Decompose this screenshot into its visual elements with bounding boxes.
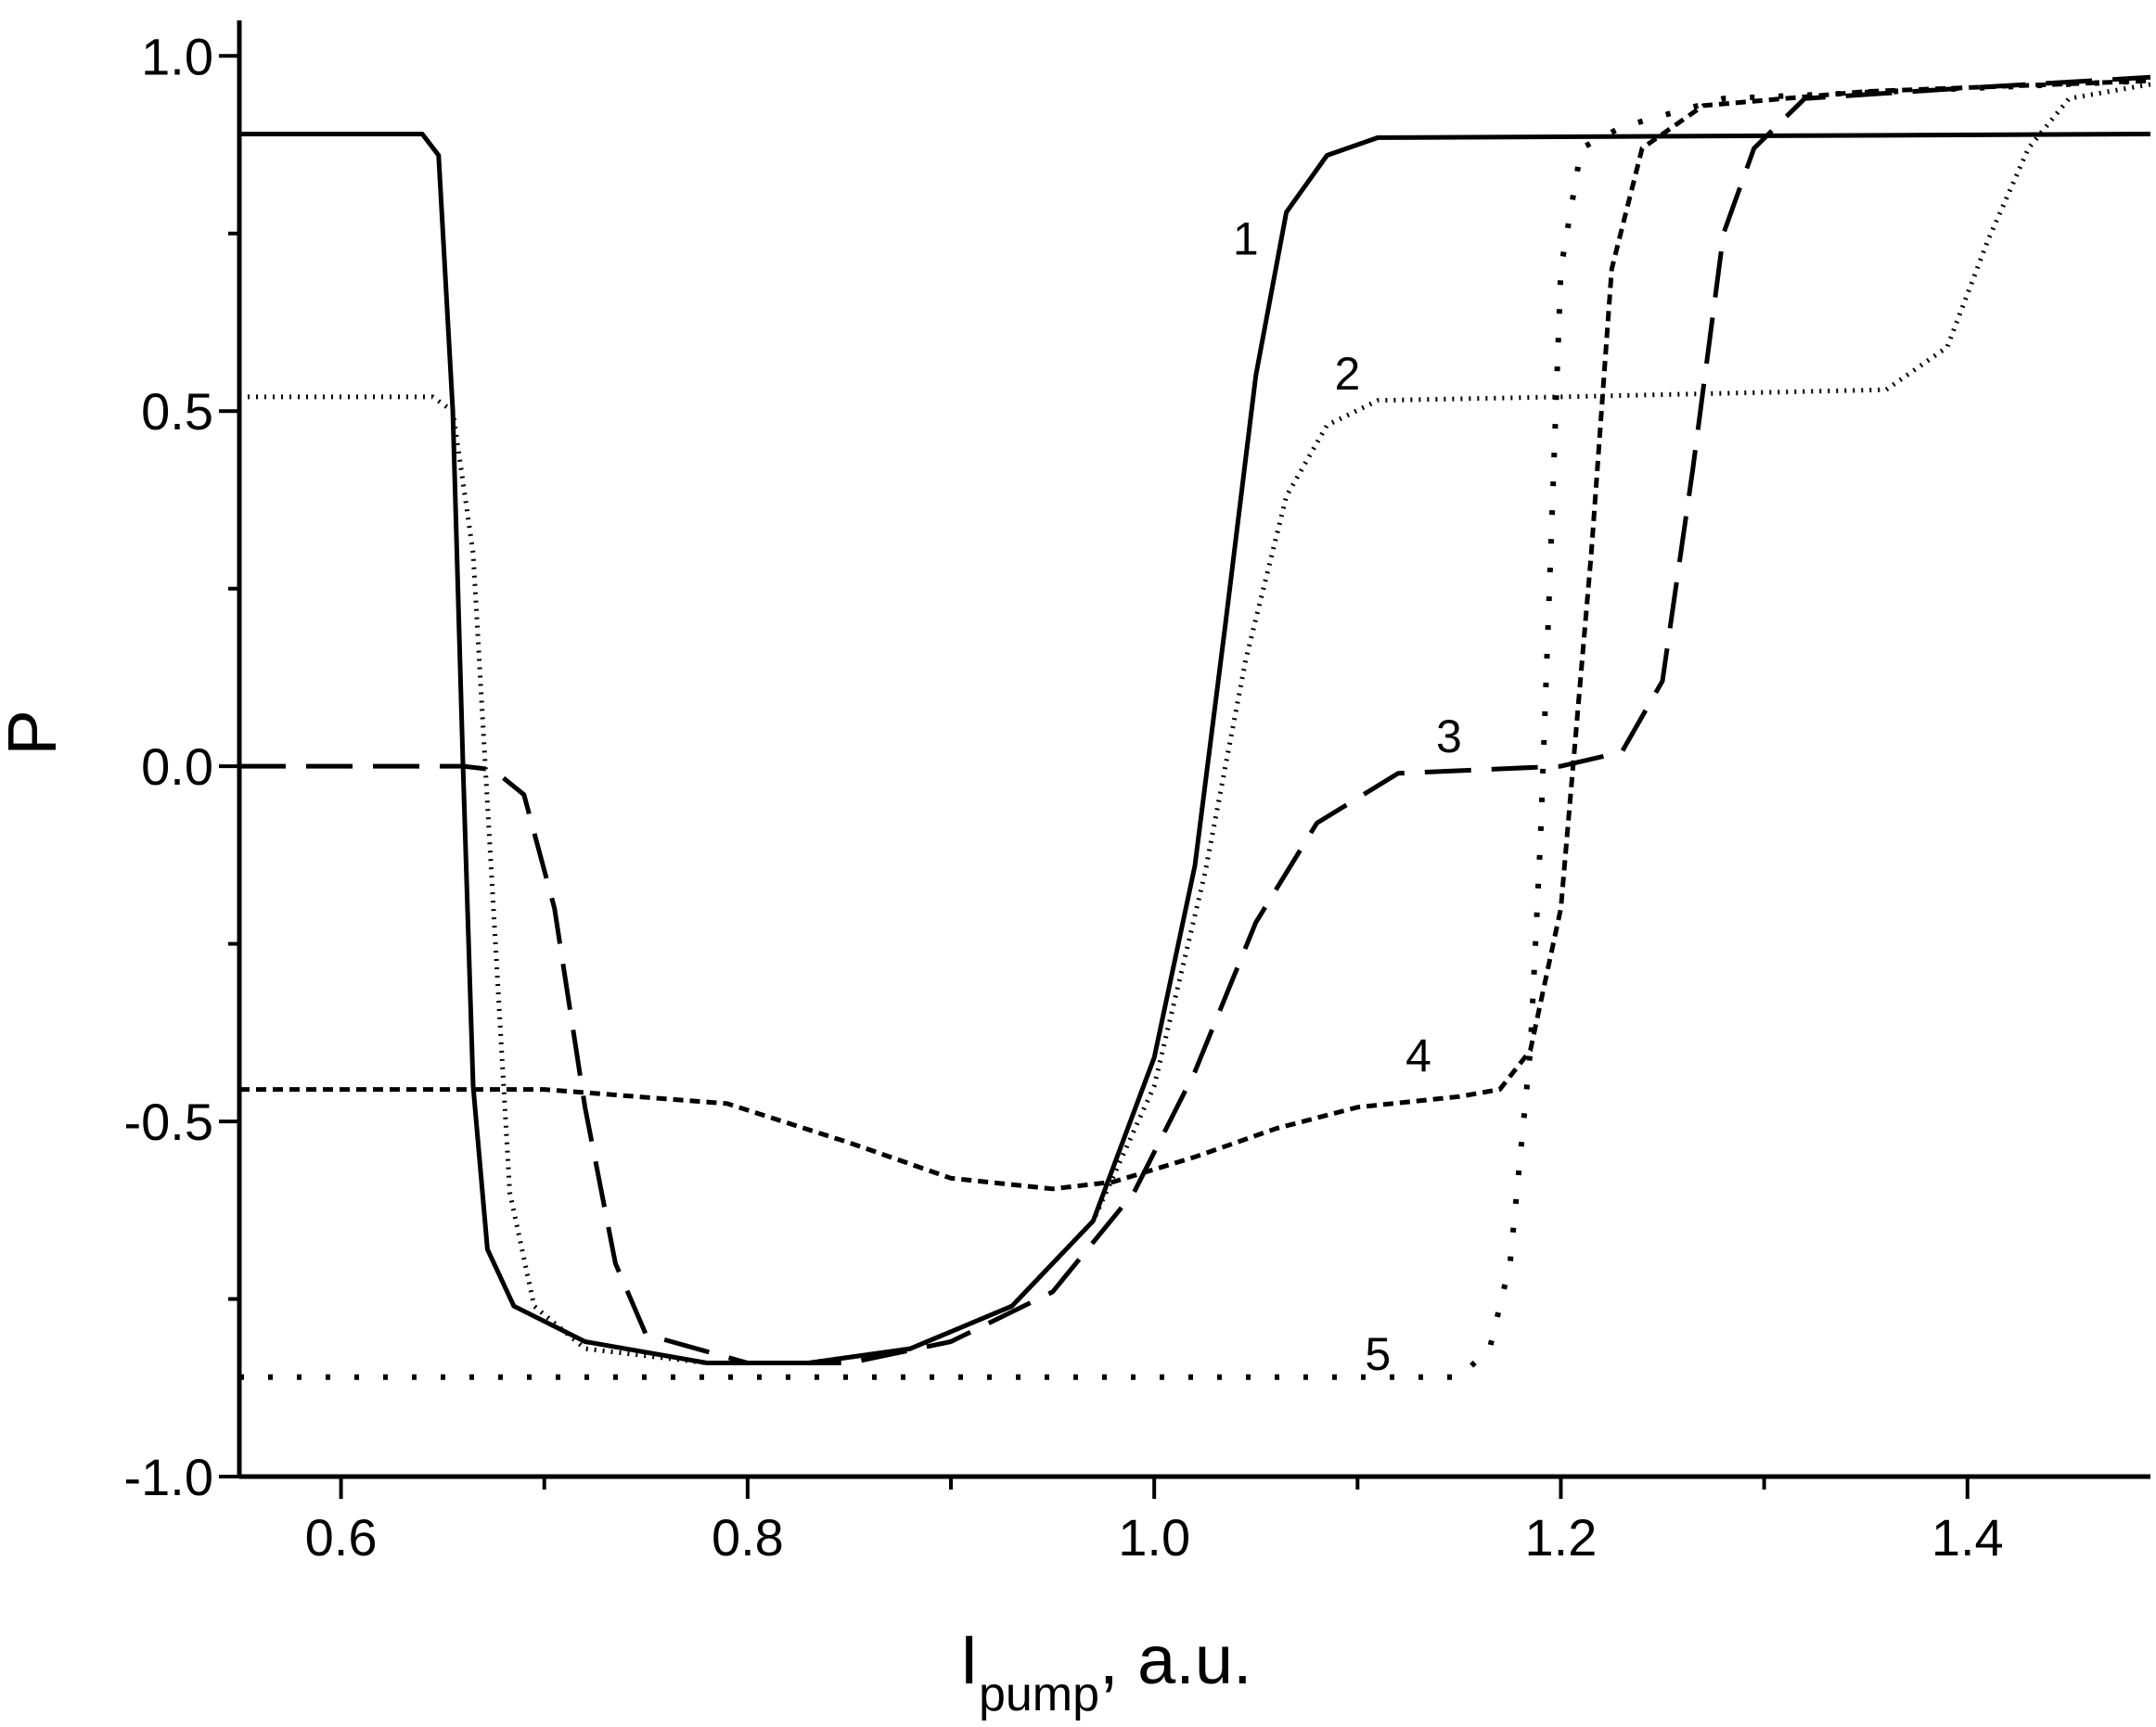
series-group — [239, 74, 2151, 1380]
curve-labels: 1 2 3 4 5 — [1233, 213, 1462, 1380]
curve-label-3: 3 — [1436, 710, 1462, 762]
series-line-3 — [239, 74, 2151, 1365]
curve-label-2: 2 — [1334, 348, 1360, 400]
axis-ticks: 0.6 0.8 1.0 1.2 1.4 -1.0 -0.5 0.0 0.5 1.0 — [124, 27, 2004, 1567]
y-tick-label: 0.5 — [141, 382, 213, 441]
x-axis-title-sub: pump — [979, 1668, 1099, 1721]
series-line-5 — [239, 78, 2151, 1380]
x-axis-title-rest: , a.u. — [1099, 1621, 1252, 1698]
y-tick-label: -0.5 — [124, 1093, 214, 1151]
series-line-4 — [239, 78, 2151, 1192]
axes — [237, 20, 2150, 1479]
x-tick-label: 0.8 — [712, 1508, 784, 1567]
x-tick-label: 1.4 — [1931, 1508, 2004, 1567]
series-line-2 — [239, 82, 2151, 1365]
x-tick-label: 0.6 — [305, 1508, 378, 1567]
series-line-1 — [239, 132, 2151, 1365]
x-axis-title-main: I — [959, 1621, 979, 1698]
y-tick-label: -1.0 — [124, 1448, 214, 1506]
curve-label-5: 5 — [1365, 1328, 1391, 1380]
y-tick-label: 0.0 — [141, 737, 213, 796]
y-tick-label: 1.0 — [141, 27, 213, 85]
x-tick-label: 1.2 — [1525, 1508, 1598, 1567]
y-axis-title: P — [0, 710, 71, 755]
curve-label-4: 4 — [1405, 1030, 1431, 1081]
x-tick-label: 1.0 — [1118, 1508, 1190, 1567]
x-axis-title: Ipump, a.u. — [959, 1621, 1251, 1721]
curve-label-1: 1 — [1233, 213, 1259, 265]
